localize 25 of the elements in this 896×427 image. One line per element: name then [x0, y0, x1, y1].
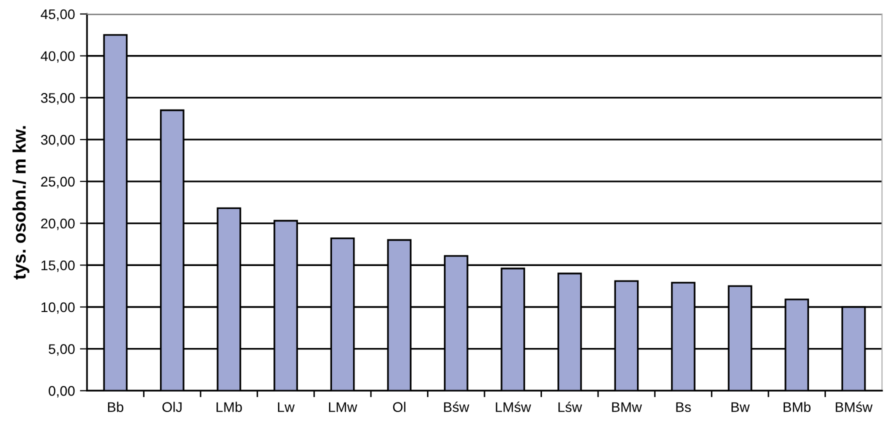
x-tick-label: BMw	[612, 402, 642, 412]
y-tick-label: 45,00	[40, 9, 75, 21]
y-tick-label: 0,00	[48, 386, 75, 398]
x-tick-label: LMw	[329, 402, 358, 412]
y-tick-label: 5,00	[48, 344, 75, 356]
x-tick-label: Lw	[278, 402, 295, 412]
x-tick-label: BMb	[784, 402, 811, 412]
x-tick-label: Bb	[108, 402, 124, 412]
x-tick-label: LMśw	[496, 402, 532, 412]
x-tick-label: Lśw	[558, 402, 582, 412]
x-tick-label: Bw	[732, 402, 750, 412]
y-tick-label: 10,00	[42, 302, 75, 314]
y-tick-label: 25,00	[41, 176, 75, 188]
y-tick-label: 30,00	[40, 134, 75, 146]
x-tick-label: Bs	[676, 402, 691, 412]
x-tick-label: Bśw	[444, 402, 470, 412]
x-tick-label: LMb	[216, 402, 242, 412]
y-tick-label: 40,00	[40, 51, 75, 63]
x-tick-label: BMśw	[836, 402, 873, 412]
y-tick-label: 20,00	[41, 218, 75, 230]
y-tick-label: 15,00	[42, 260, 75, 272]
y-tick-label: 35,00	[40, 93, 75, 105]
x-tick-label: OlJ	[162, 402, 182, 412]
x-tick-label: Ol	[393, 402, 406, 412]
y-axis-title: tys. osobn./ m kw.	[12, 126, 30, 280]
